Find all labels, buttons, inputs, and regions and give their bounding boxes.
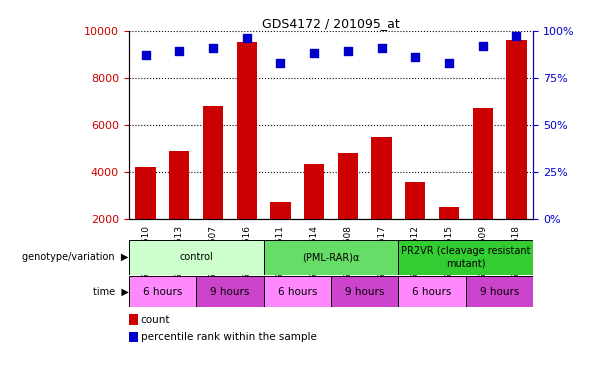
Bar — [129, 314, 139, 325]
Point — [208, 45, 218, 51]
Bar — [264, 240, 398, 275]
Text: control: control — [179, 252, 213, 262]
Text: genotype/variation  ▶: genotype/variation ▶ — [22, 252, 129, 262]
Point — [275, 60, 285, 66]
Bar — [466, 276, 533, 307]
Point — [376, 45, 386, 51]
Point — [343, 48, 352, 55]
Bar — [129, 276, 196, 307]
Point — [174, 48, 184, 55]
Point — [444, 60, 454, 66]
Point — [478, 43, 487, 49]
Bar — [398, 240, 533, 275]
Title: GDS4172 / 201095_at: GDS4172 / 201095_at — [262, 17, 400, 30]
Bar — [203, 106, 223, 266]
Text: PR2VR (cleavage resistant
mutant): PR2VR (cleavage resistant mutant) — [401, 247, 531, 268]
Bar — [304, 164, 324, 266]
Bar — [331, 276, 398, 307]
Text: percentile rank within the sample: percentile rank within the sample — [141, 332, 317, 342]
Point — [309, 50, 319, 56]
Bar — [129, 332, 139, 342]
Bar — [129, 240, 264, 275]
Bar — [398, 276, 466, 307]
Bar — [439, 207, 459, 266]
Text: time  ▶: time ▶ — [93, 287, 129, 297]
Bar — [371, 137, 392, 266]
Point — [511, 33, 521, 40]
Text: 9 hours: 9 hours — [210, 287, 249, 297]
Bar — [196, 276, 264, 307]
Text: 6 hours: 6 hours — [143, 287, 182, 297]
Bar — [264, 276, 331, 307]
Text: 9 hours: 9 hours — [345, 287, 384, 297]
Text: (PML-RAR)α: (PML-RAR)α — [302, 252, 360, 262]
Text: 6 hours: 6 hours — [278, 287, 317, 297]
Text: 6 hours: 6 hours — [413, 287, 452, 297]
Bar — [338, 153, 358, 266]
Text: 9 hours: 9 hours — [480, 287, 519, 297]
Bar — [506, 40, 527, 266]
Point — [140, 52, 150, 58]
Point — [410, 54, 420, 60]
Text: count: count — [141, 314, 170, 325]
Bar — [473, 108, 493, 266]
Bar — [135, 167, 156, 266]
Bar — [405, 182, 425, 266]
Point — [242, 35, 251, 41]
Bar — [270, 202, 291, 266]
Bar — [169, 151, 189, 266]
Bar — [237, 43, 257, 266]
